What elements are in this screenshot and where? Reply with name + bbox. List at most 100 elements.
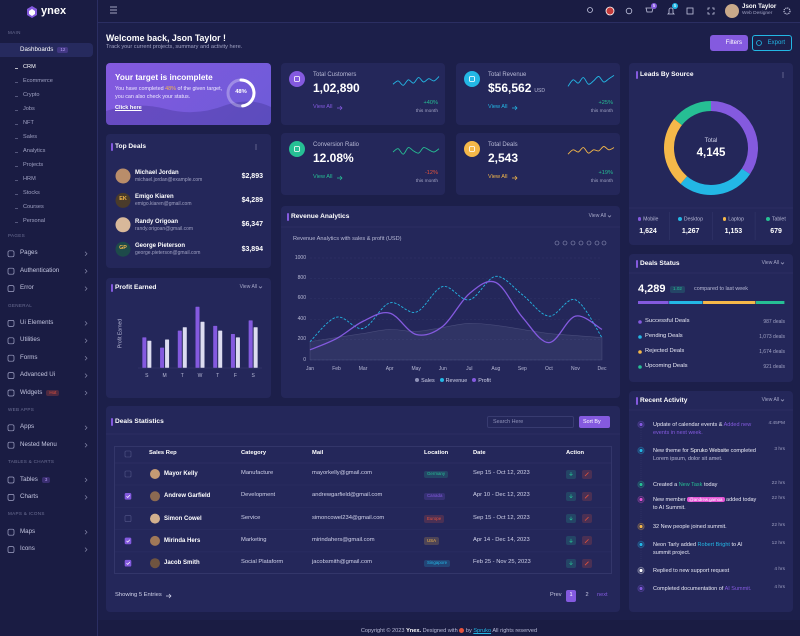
theme-icon: [625, 7, 633, 15]
export-button[interactable]: Export: [752, 35, 792, 51]
view-all-link[interactable]: View All: [761, 260, 779, 266]
rep-avatar: [150, 491, 160, 502]
submenu-item[interactable]: CRM: [23, 64, 36, 71]
page-link[interactable]: 2: [585, 592, 589, 598]
rep-name: Jacob Smith: [164, 560, 200, 567]
submenu-item[interactable]: NFT: [23, 120, 34, 127]
menu-label: Charts: [20, 492, 39, 500]
download-button[interactable]: [566, 491, 576, 501]
footer-part: Ynex.: [406, 627, 422, 634]
stat-link[interactable]: View All: [313, 104, 333, 110]
submenu-item[interactable]: Stocks: [23, 190, 40, 197]
page-link[interactable]: 1: [566, 590, 577, 602]
menu-item[interactable]: Nested Menu: [20, 441, 57, 448]
legend-swatch: [722, 217, 727, 221]
status-count: 1,674 deals: [759, 348, 785, 355]
submenu-item[interactable]: Crypto: [23, 92, 40, 99]
download-button[interactable]: [566, 469, 576, 479]
edit-glyph: [584, 561, 589, 566]
x-tick-label: T: [216, 373, 220, 379]
legend-value: 1,624: [639, 228, 657, 235]
deal-name: Randy Origoan: [135, 218, 179, 225]
page-link[interactable]: Prev: [550, 592, 562, 598]
view-all-link[interactable]: View All: [761, 397, 779, 403]
card-title: Profit Earned: [115, 284, 157, 291]
submenu-item[interactable]: Personal: [23, 218, 46, 225]
filters-button[interactable]: Filters: [710, 35, 748, 51]
progress-label: 48%: [235, 89, 247, 95]
download-glyph: [569, 472, 573, 476]
menu-item[interactable]: Authentication: [20, 267, 59, 274]
menu-item[interactable]: Advanced Ui: [20, 371, 55, 378]
submenu-item[interactable]: Analytics: [23, 148, 46, 155]
download-button[interactable]: [566, 558, 576, 568]
column-header: Action: [566, 450, 585, 456]
title-accent: [287, 213, 289, 221]
deal-initials: EK: [119, 196, 127, 203]
search-input[interactable]: Search Here: [487, 416, 574, 428]
menu-item[interactable]: Maps: [20, 528, 35, 535]
footer-part: Copyright © 2023: [360, 627, 405, 634]
stat-link[interactable]: View All: [313, 174, 333, 180]
submenu-item[interactable]: Projects: [23, 162, 44, 169]
deal-name: George Pieterson: [135, 243, 186, 250]
menu-item[interactable]: Ui Elements: [20, 319, 53, 326]
deal-name: Emigo Kiaren: [135, 194, 174, 201]
stat-change: -12%: [424, 170, 438, 176]
toolbar-icon: [594, 240, 600, 246]
edit-button[interactable]: [582, 491, 592, 501]
chevron: [84, 251, 88, 257]
column-header: Location: [424, 450, 449, 456]
row-checkbox: [124, 470, 132, 478]
download-button[interactable]: [566, 514, 576, 524]
menu-item[interactable]: Icons: [20, 545, 35, 552]
menu-icon: [7, 320, 15, 327]
menu-item[interactable]: Apps: [20, 424, 34, 430]
x-tick-label: Dec: [597, 366, 607, 372]
legend: Sales Revenue Profit: [281, 378, 620, 384]
user-name[interactable]: Json Taylor: [742, 3, 777, 10]
menu-item[interactable]: Charts: [20, 492, 39, 500]
title-accent: [636, 71, 638, 79]
menu-item[interactable]: Dashboards 12: [20, 46, 69, 54]
stat-link[interactable]: View All: [488, 104, 508, 110]
edit-glyph: [584, 516, 589, 521]
download-glyph: [569, 494, 573, 499]
edit-button[interactable]: [582, 514, 592, 524]
edit-button[interactable]: [582, 558, 592, 568]
submenu-item[interactable]: Jobs: [23, 106, 35, 113]
x-tick-label: Feb: [332, 366, 341, 372]
category: Marketing: [241, 536, 267, 543]
submenu-item[interactable]: Ecommerce: [23, 78, 53, 85]
target-text-part: of the given target, you can also check …: [115, 86, 223, 100]
progress-segment: [669, 301, 703, 304]
view-all-link[interactable]: View All: [239, 284, 257, 290]
menu-item[interactable]: Widgets Hot: [20, 389, 60, 396]
view-all-link[interactable]: View All: [588, 213, 606, 219]
deal-amount: $3,894: [241, 245, 263, 253]
target-link[interactable]: Click here: [115, 105, 142, 111]
submenu-item[interactable]: HRM: [23, 176, 36, 183]
menu-item[interactable]: Error: [20, 284, 34, 291]
activity-text: Created a New Task today: [653, 481, 759, 489]
stat-period: this month: [590, 179, 613, 184]
submenu-item[interactable]: Courses: [23, 204, 44, 211]
activity-part: New Task: [678, 482, 703, 488]
download-button[interactable]: [566, 536, 576, 546]
sort-button[interactable]: Sort By: [579, 416, 610, 428]
menu-item[interactable]: Forms: [20, 354, 38, 361]
deal-amount: $2,893: [241, 172, 263, 180]
page-link[interactable]: next: [597, 592, 608, 598]
menu-item[interactable]: Tables 3: [20, 476, 51, 483]
stat-link[interactable]: View All: [488, 174, 508, 180]
edit-button[interactable]: [582, 469, 592, 479]
submenu-item[interactable]: Sales: [23, 134, 37, 141]
y-tick-label: 800: [297, 274, 306, 281]
chevron: [84, 477, 88, 483]
menu-item[interactable]: Pages: [20, 250, 38, 256]
menu-item[interactable]: Utilities: [20, 337, 40, 343]
status-dot: [638, 365, 642, 369]
edit-button[interactable]: [582, 536, 592, 546]
timeline-dot: [639, 542, 643, 547]
table-footer: Showing 5 Entries: [115, 592, 162, 598]
